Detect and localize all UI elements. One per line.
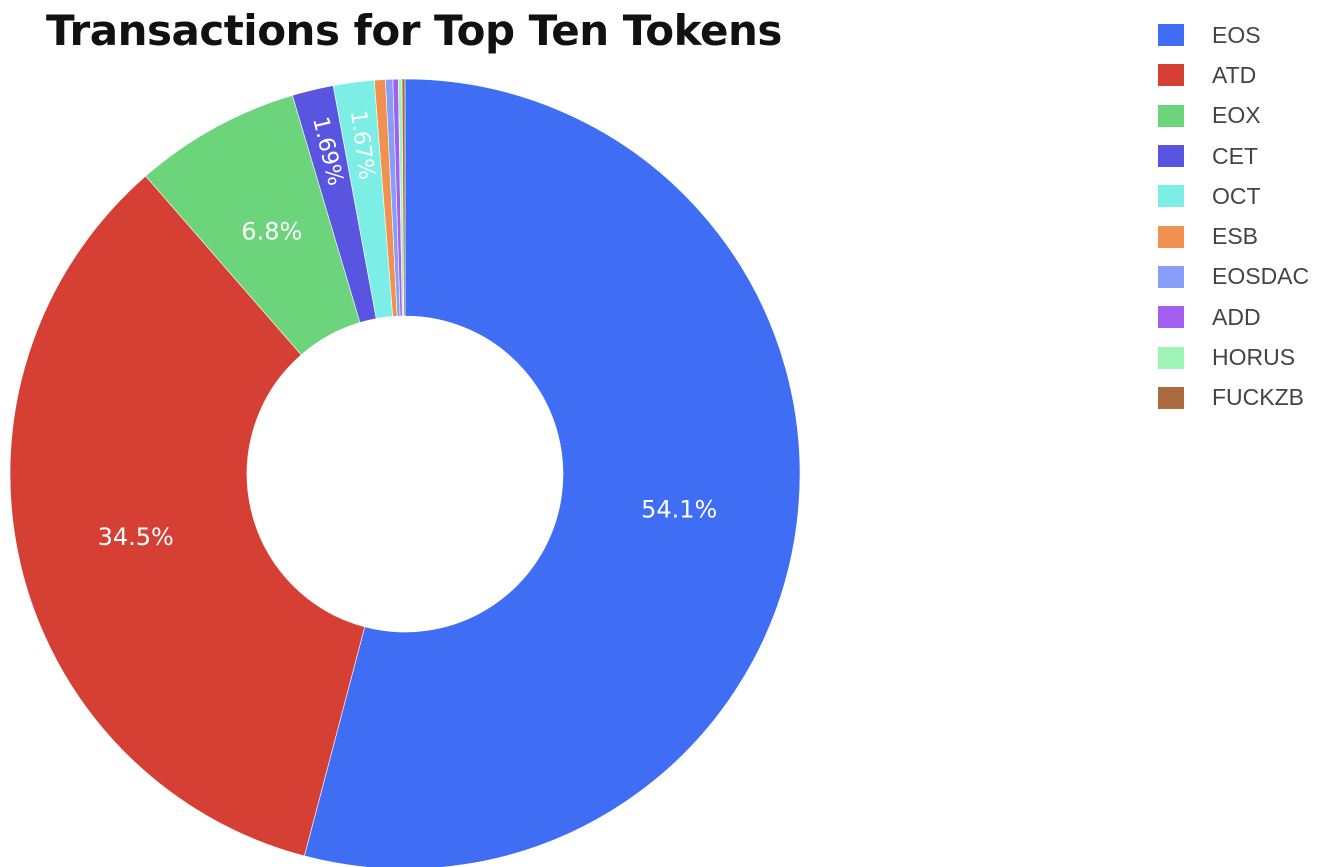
legend-label: ESB [1212, 223, 1259, 250]
slice-label-eos: 54.1% [641, 496, 717, 524]
legend-item-atd[interactable]: ATD [1158, 55, 1309, 95]
legend-item-fuckzb[interactable]: FUCKZB [1158, 378, 1309, 418]
legend-label: EOS [1212, 21, 1261, 48]
legend-item-eox[interactable]: EOX [1158, 96, 1309, 136]
legend-swatch [1158, 386, 1184, 409]
legend-swatch [1158, 185, 1184, 208]
donut-slices [9, 78, 801, 867]
legend-item-horus[interactable]: HORUS [1158, 337, 1309, 377]
legend-label: OCT [1212, 182, 1261, 209]
slice-label-atd: 34.5% [98, 523, 174, 551]
legend-label: FUCKZB [1212, 384, 1304, 411]
legend-swatch [1158, 104, 1184, 127]
legend: EOS ATD EOX CET OCT ESB EOSDAC ADD HORUS FUCKZB [1158, 15, 1309, 418]
legend-label: ADD [1212, 303, 1261, 330]
chart-title: Transactions for Top Ten Tokens [46, 6, 782, 55]
slice-eos[interactable] [303, 78, 801, 867]
legend-swatch [1158, 225, 1184, 248]
legend-label: EOSDAC [1212, 263, 1310, 290]
legend-swatch [1158, 346, 1184, 369]
legend-swatch [1158, 24, 1184, 47]
slice-label-eox: 6.8% [241, 218, 302, 246]
legend-label: HORUS [1212, 344, 1296, 371]
legend-label: CET [1212, 142, 1258, 169]
legend-item-esb[interactable]: ESB [1158, 216, 1309, 256]
slice-atd[interactable] [9, 175, 366, 857]
legend-label: ATD [1212, 61, 1257, 88]
legend-label: EOX [1212, 102, 1261, 129]
legend-item-eos[interactable]: EOS [1158, 15, 1309, 55]
legend-item-eosdac[interactable]: EOSDAC [1158, 257, 1309, 297]
legend-item-oct[interactable]: OCT [1158, 176, 1309, 216]
legend-item-add[interactable]: ADD [1158, 297, 1309, 337]
donut-chart: 54.1%34.5%6.8%1.69%1.67% [9, 78, 801, 867]
legend-swatch [1158, 265, 1184, 288]
legend-swatch [1158, 145, 1184, 168]
legend-swatch [1158, 306, 1184, 329]
slice-fuckzb[interactable] [401, 78, 406, 317]
legend-item-cet[interactable]: CET [1158, 136, 1309, 176]
legend-swatch [1158, 64, 1184, 87]
